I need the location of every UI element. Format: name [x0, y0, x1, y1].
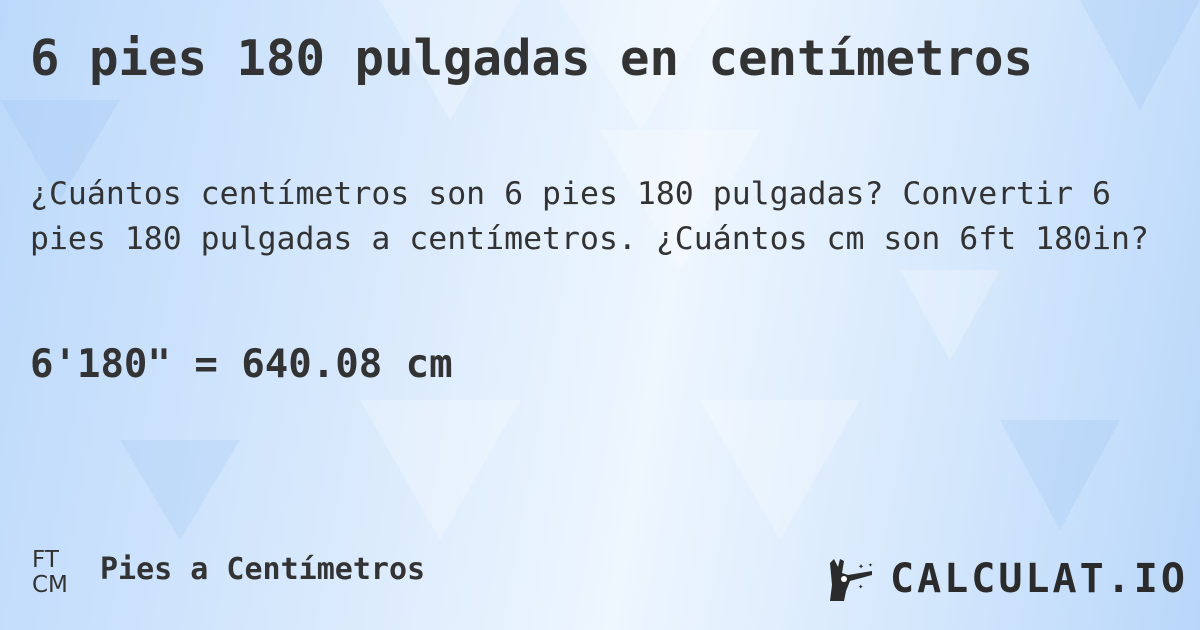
svg-text:✦: ✦ [868, 560, 873, 569]
page-title: 6 pies 180 pulgadas en centímetros [30, 30, 1034, 87]
unit-to: CM [32, 572, 68, 598]
conversion-result: 6'180" = 640.08 cm [30, 342, 453, 387]
category-link[interactable]: Pies a Centímetros [100, 552, 426, 587]
unit-icon: FT CM [32, 548, 68, 598]
svg-text:✦: ✦ [858, 582, 864, 592]
calculat-logo[interactable]: ✦ ✦ ✦ CALCULAT.IO [828, 556, 1188, 602]
logo-text: CALCULAT.IO [890, 556, 1188, 602]
magic-wand-hand-icon: ✦ ✦ ✦ [830, 559, 873, 601]
unit-from: FT [32, 547, 59, 573]
description: ¿Cuántos centímetros son 6 pies 180 pulg… [30, 176, 1149, 257]
svg-text:✦: ✦ [858, 561, 864, 572]
